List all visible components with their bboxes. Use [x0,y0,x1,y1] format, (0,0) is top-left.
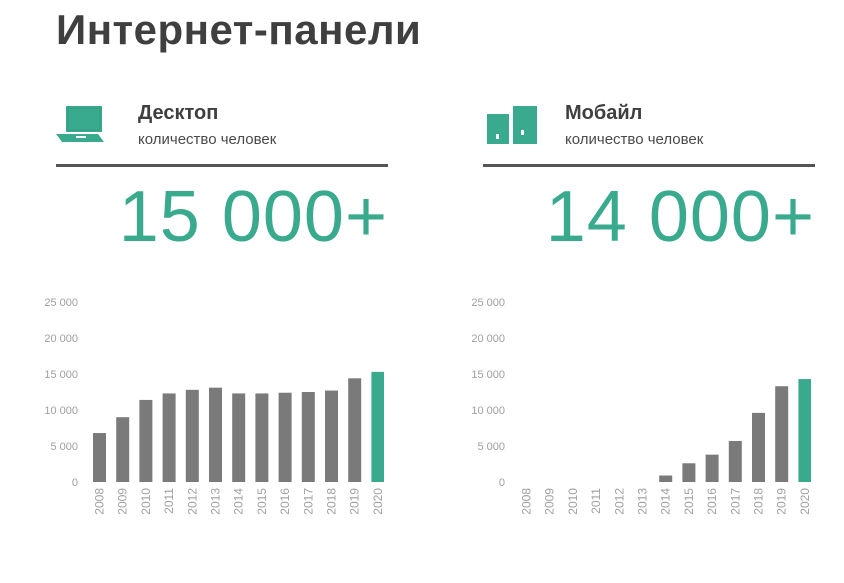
bar [93,433,106,482]
x-tick-label: 2014 [232,488,246,515]
mobile-devices-icon [487,106,537,144]
big-number: 14 000+ [545,177,815,257]
x-tick-label: 2020 [371,488,384,515]
x-tick-label: 2010 [139,488,153,515]
y-tick-label: 15 000 [471,369,505,381]
panel-title: Мобайл [565,102,643,124]
big-number: 15 000+ [118,177,388,257]
mobile-panel: Мобайл количество человек 14 000+ 0 5 000… [467,0,815,583]
bar [232,393,246,482]
x-tick-label: 2008 [93,488,107,515]
y-tick-label: 20 000 [44,333,78,345]
y-tick-label: 25 000 [44,297,78,309]
x-tick-label: 2009 [116,488,130,515]
x-tick-label: 2015 [255,488,269,515]
bar [348,378,362,482]
bar [116,417,130,482]
bar [659,475,673,482]
bar [209,387,222,482]
bar [255,393,269,482]
x-tick-label: 2010 [566,488,580,515]
y-tick-label: 20 000 [471,333,505,345]
bar [301,392,315,482]
x-tick-label: 2011 [162,488,176,514]
y-tick-label: 5 000 [477,441,505,453]
x-tick-label: 2013 [209,488,223,515]
x-tick-label: 2015 [682,488,696,515]
laptop-icon [56,106,104,142]
panel-subtitle: количество человек [138,131,277,148]
y-tick-label: 0 [499,477,505,489]
y-tick-label: 0 [72,477,78,489]
bar [705,454,719,482]
bar [682,463,696,482]
x-tick-label: 2009 [543,488,557,515]
x-tick-label: 2020 [798,488,811,515]
x-tick-label: 2016 [278,488,292,515]
desktop-bar-chart: 0 5 000 10 000 15 000 20 000 25 000 2008 2009 20… [44,297,384,515]
panel-subtitle: количество человек [565,131,704,148]
x-tick-label: 2018 [752,488,766,515]
divider [483,164,815,167]
x-tick-label: 2019 [348,488,362,515]
page-title: Интернет-панели [56,6,422,53]
bar [278,392,292,482]
x-tick-label: 2017 [301,488,315,515]
x-tick-label: 2019 [775,488,789,515]
bar [325,390,338,482]
bar [775,386,789,482]
x-tick-label: 2016 [705,488,719,515]
y-tick-label: 10 000 [44,405,78,417]
x-tick-label: 2017 [728,488,742,515]
x-tick-label: 2013 [636,488,650,515]
bar [371,371,384,482]
x-tick-label: 2008 [520,488,534,515]
x-tick-label: 2014 [659,488,673,515]
y-tick-label: 25 000 [471,297,505,309]
x-tick-label: 2011 [589,488,603,514]
x-tick-label: 2018 [325,488,339,515]
desktop-panel: Десктоп количество человек 15 000+ 0 5 00… [40,0,388,583]
bar [752,412,765,482]
panel-title: Десктоп [138,102,219,124]
y-tick-label: 15 000 [44,369,78,381]
mobile-bar-chart: 0 5 000 10 000 15 000 20 000 25 000 2008 2009 20… [471,297,811,515]
bar [798,379,811,482]
y-tick-label: 5 000 [50,441,78,453]
bar [185,389,199,482]
bar [139,399,153,482]
bar [728,440,742,482]
x-tick-label: 2012 [612,488,626,515]
divider [56,164,388,167]
bar [162,393,176,482]
y-tick-label: 10 000 [471,405,505,417]
x-tick-label: 2012 [185,488,199,515]
